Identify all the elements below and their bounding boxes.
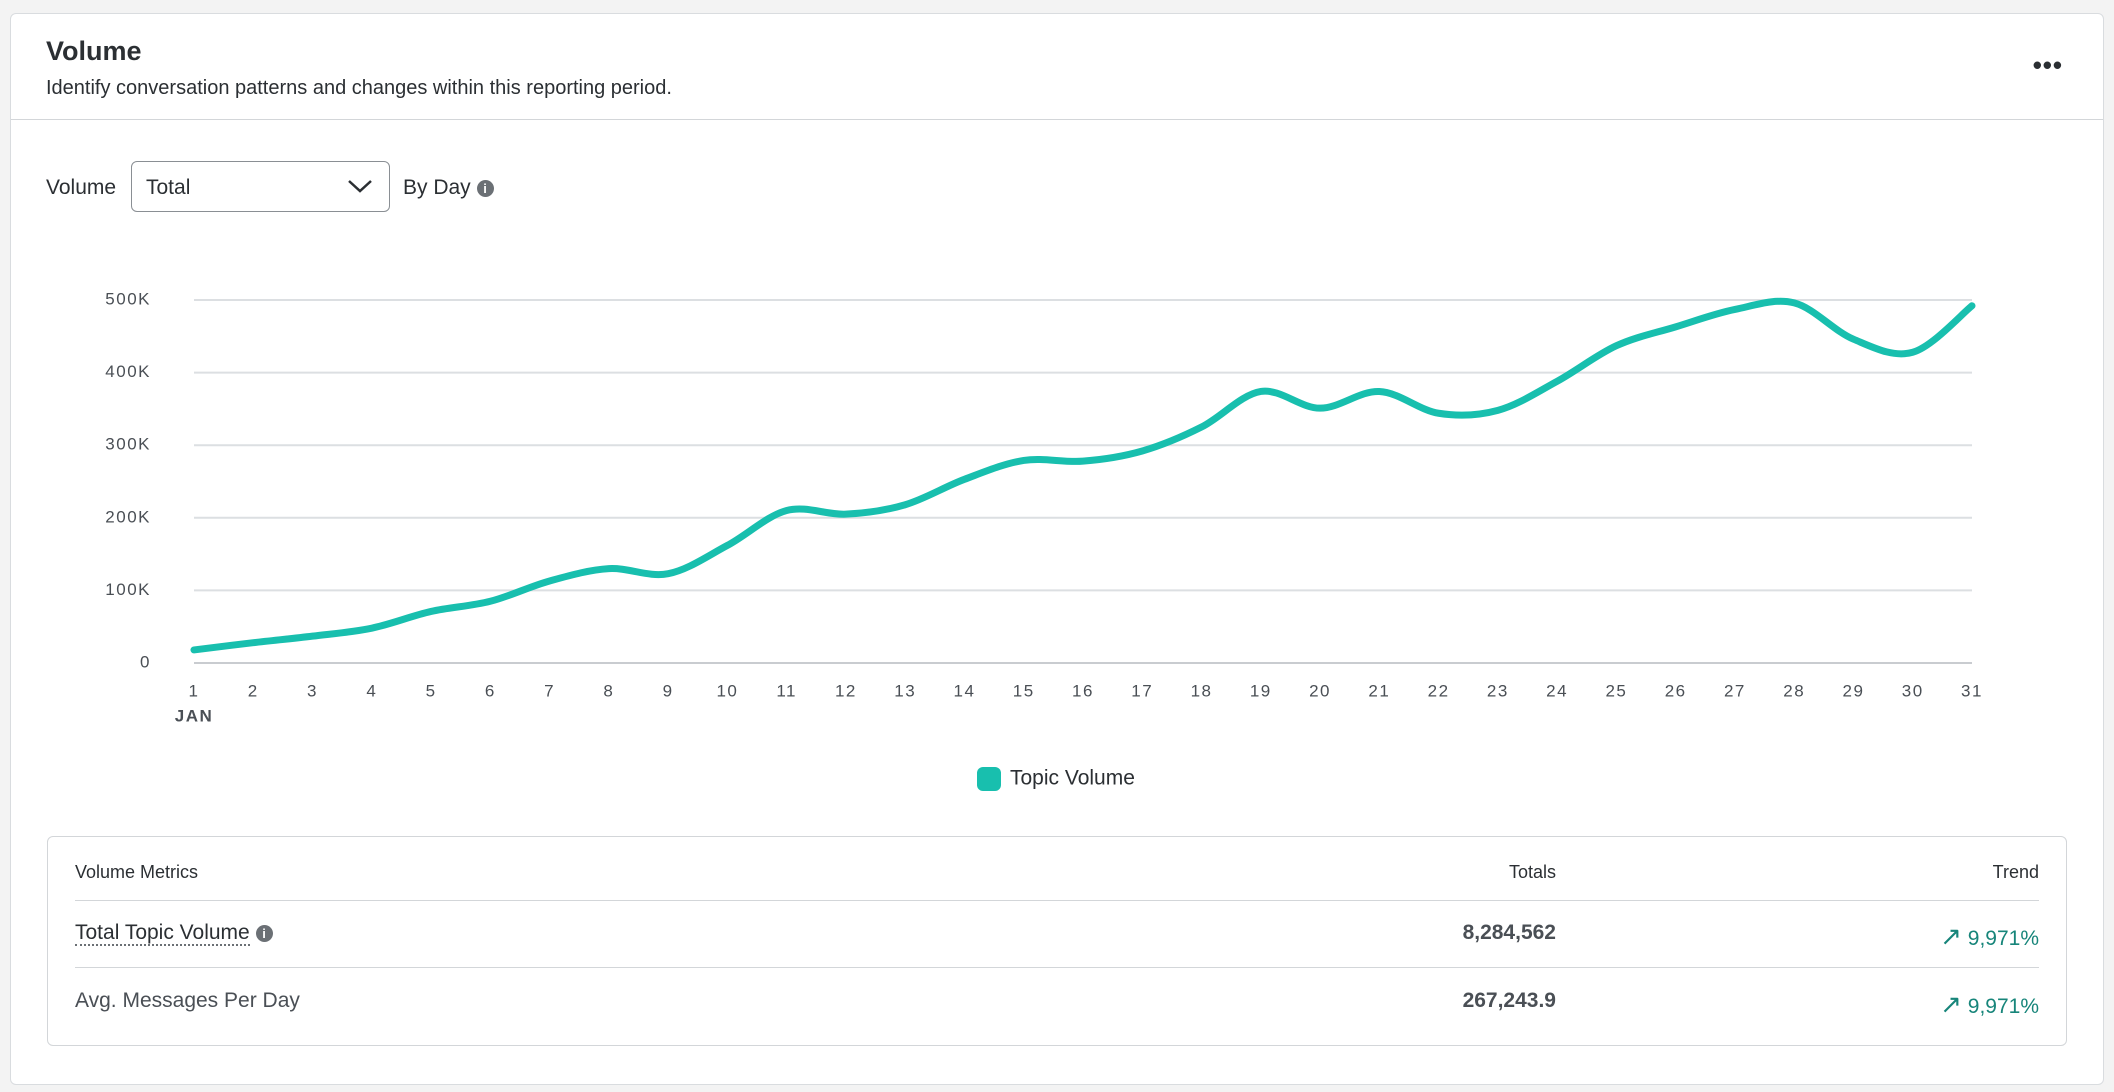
y-tick-label: 300K — [105, 435, 151, 454]
y-tick-label: 500K — [105, 289, 151, 308]
x-tick-label: 11 — [776, 681, 797, 700]
x-tick-label: 15 — [1013, 681, 1035, 700]
x-tick-label: 1 — [189, 681, 200, 700]
x-tick-label: 10 — [716, 681, 738, 700]
trend-arrow: ↗ — [1940, 989, 1962, 1019]
row-divider — [75, 900, 2039, 901]
trend-arrow: ↗ — [1940, 921, 1962, 951]
x-tick-label: 6 — [485, 681, 496, 700]
metric-trend: ↗ 9,971% — [1940, 921, 2039, 952]
x-tick-label: 14 — [954, 681, 976, 700]
x-tick-label: 18 — [1191, 681, 1213, 700]
granularity-label: By Day — [403, 176, 471, 199]
info-icon[interactable]: i — [255, 924, 273, 942]
metric-total: 267,243.9 — [1462, 989, 1556, 1012]
trend-value: 9,971% — [1967, 995, 2039, 1018]
trend-value: 9,971% — [1967, 927, 2039, 950]
x-tick-label: 29 — [1843, 681, 1865, 700]
x-tick-label: 28 — [1783, 681, 1805, 700]
x-tick-label: 21 — [1368, 681, 1390, 700]
select-value: Total — [146, 176, 191, 199]
info-icon[interactable]: i — [476, 179, 494, 197]
table-header: Trend — [1992, 862, 2039, 882]
card-subtitle: Identify conversation patterns and chang… — [46, 77, 672, 99]
metric-link[interactable]: Total Topic Volume — [75, 921, 250, 946]
y-tick-label: 400K — [105, 362, 151, 381]
metrics-table: Volume Metrics Totals Trend Total Topic … — [47, 836, 2067, 1046]
control-label: Volume — [46, 176, 117, 199]
card-title: Volume — [46, 36, 142, 66]
x-tick-label: 12 — [835, 681, 857, 700]
x-tick-label: 26 — [1665, 681, 1687, 700]
select[interactable]: Total — [131, 161, 390, 212]
x-tick-label: 27 — [1724, 681, 1746, 700]
x-tick-label: 16 — [1072, 681, 1094, 700]
x-tick-label: 13 — [894, 681, 916, 700]
legend-label: Topic Volume — [1010, 767, 1135, 790]
volume-card: Volume Identify conversation patterns an… — [10, 13, 2104, 1085]
x-tick-label: 3 — [307, 681, 318, 700]
x-tick-label: 2 — [248, 681, 259, 700]
x-tick-label: 31 — [1961, 681, 1983, 700]
table-header: Volume Metrics — [75, 862, 199, 882]
y-tick-label: 100K — [105, 580, 151, 599]
x-tick-label: 23 — [1487, 681, 1509, 700]
x-tick-label: 20 — [1309, 681, 1331, 700]
chevron — [348, 180, 372, 193]
granularity: By Day i — [403, 176, 494, 200]
x-tick-label: 9 — [663, 681, 674, 700]
metric-total: 8,284,562 — [1462, 921, 1556, 944]
metric-name: Avg. Messages Per Day — [75, 989, 300, 1012]
x-tick-label: 4 — [366, 681, 377, 700]
metric-name: Total Topic Volume i — [75, 921, 273, 946]
x-tick-label: 24 — [1546, 681, 1568, 700]
row-divider — [75, 967, 2039, 968]
x-tick-label: 7 — [544, 681, 555, 700]
divider — [11, 119, 2103, 120]
x-tick-label: 5 — [426, 681, 437, 700]
series-line — [190, 297, 1976, 654]
x-tick-label: 8 — [603, 681, 614, 700]
x-tick-label: 22 — [1428, 681, 1450, 700]
x-tick-label: 30 — [1902, 681, 1924, 700]
x-group-label: JAN — [175, 706, 214, 725]
x-tick-label: 19 — [1250, 681, 1272, 700]
y-tick-label: 0 — [140, 652, 151, 671]
y-tick-label: 200K — [105, 507, 151, 526]
x-tick-label: 17 — [1131, 681, 1153, 700]
x-tick-label: 25 — [1605, 681, 1627, 700]
metric-trend: ↗ 9,971% — [1940, 989, 2039, 1020]
legend-swatch — [977, 767, 1001, 791]
table-header: Totals — [1508, 862, 1556, 882]
